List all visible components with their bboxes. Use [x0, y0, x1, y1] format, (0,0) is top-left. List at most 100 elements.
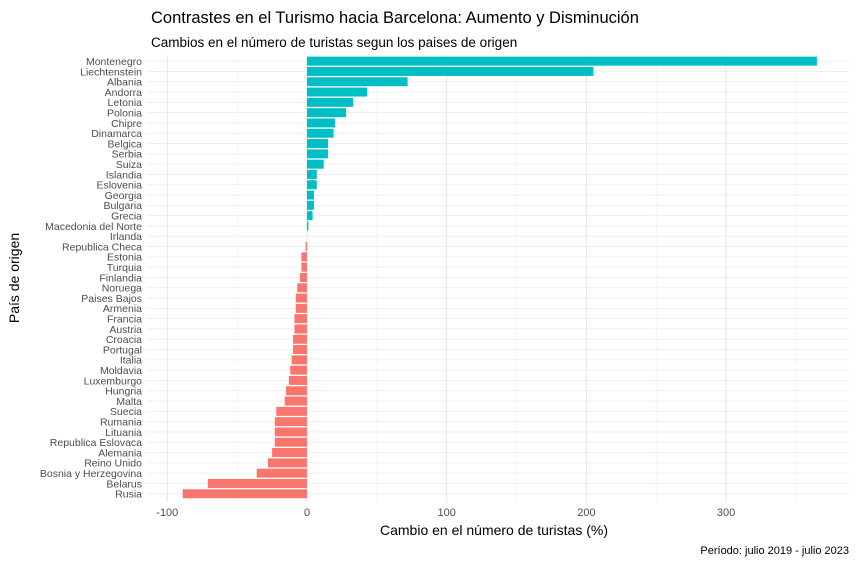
- bar-georgia: [307, 190, 314, 200]
- bar-armenia: [295, 303, 307, 313]
- y-tick-label: Andorra: [105, 87, 143, 99]
- bar-suecia: [276, 406, 307, 416]
- y-tick-label: Croacia: [106, 334, 142, 346]
- y-tick-label: Letonia: [108, 97, 143, 109]
- y-tick-label: Portugal: [103, 344, 142, 356]
- bar-islandia: [307, 169, 317, 179]
- grid: [147, 55, 849, 502]
- y-tick-label: Grecia: [111, 210, 142, 222]
- y-tick-label: Rusia: [115, 489, 142, 501]
- y-tick-label: Austria: [109, 324, 142, 336]
- bar-croacia: [293, 334, 307, 344]
- y-tick-label: Belarus: [106, 478, 142, 490]
- bar-alemania: [272, 448, 307, 458]
- bar-montenegro: [307, 56, 817, 66]
- caption: Período: julio 2019 - julio 2023: [700, 545, 849, 557]
- y-tick-label: Francia: [107, 313, 142, 325]
- y-tick-label: Republica Checa: [62, 241, 142, 253]
- bar-paises-bajos: [295, 293, 307, 303]
- bar-moldavia: [290, 365, 307, 375]
- y-tick-label: Moldavia: [100, 365, 142, 377]
- chart-subtitle: Cambios en el número de turistas segun l…: [151, 35, 517, 50]
- y-tick-label: Republica Eslovaca: [50, 437, 142, 449]
- y-axis-label: País de origen: [6, 233, 22, 323]
- y-tick-label: Alemania: [98, 447, 142, 459]
- bar-noruega: [297, 283, 307, 293]
- bar-rusia: [182, 489, 307, 499]
- y-tick-label: Eslovenia: [96, 180, 142, 192]
- bars: [182, 56, 817, 499]
- y-tick-label: Reino Unido: [84, 458, 142, 470]
- y-tick-label: Bulgaria: [103, 200, 142, 212]
- bar-luxemburgo: [288, 375, 307, 385]
- x-tick-label: -100: [156, 507, 178, 519]
- y-tick-label: Hungria: [105, 386, 142, 398]
- y-tick-label: Montenegro: [86, 56, 142, 68]
- bar-macedonia-del-norte: [307, 221, 309, 231]
- bar-chipre: [307, 118, 335, 128]
- y-tick-label: Dinamarca: [91, 128, 142, 140]
- bar-suiza: [307, 159, 324, 169]
- y-tick-label: Polonia: [107, 107, 142, 119]
- bar-letonia: [307, 97, 354, 107]
- bar-turquia: [301, 262, 307, 272]
- y-tick-label: Serbia: [112, 149, 143, 161]
- y-tick-label: Belgica: [108, 138, 143, 150]
- bar-dinamarca: [307, 128, 334, 138]
- y-tick-label: Malta: [116, 396, 142, 408]
- y-tick-label: Armenia: [103, 303, 142, 315]
- y-tick-label: Finlandia: [99, 272, 142, 284]
- x-tick-labels: -100 0 100 200 300: [156, 507, 735, 519]
- x-axis-label: Cambio en el número de turistas (%): [380, 522, 608, 538]
- y-tick-label: Bosnia y Herzegovina: [40, 468, 142, 480]
- y-tick-label: Suiza: [116, 159, 142, 171]
- bar-polonia: [307, 108, 347, 118]
- bar-bulgaria: [307, 200, 314, 210]
- y-tick-labels: MontenegroLiechtensteinAlbaniaAndorraLet…: [40, 56, 142, 501]
- bar-hungria: [286, 386, 307, 396]
- bar-bosnia-y-herzegovina: [256, 468, 307, 478]
- y-tick-label: Italia: [120, 355, 142, 367]
- x-tick-label: 200: [577, 507, 595, 519]
- bar-lituania: [274, 427, 307, 437]
- bar-francia: [294, 314, 307, 324]
- y-tick-label: Chipre: [111, 118, 142, 130]
- y-tick-label: Paises Bajos: [81, 293, 142, 305]
- y-tick-label: Estonia: [107, 252, 142, 264]
- bar-liechtenstein: [307, 66, 594, 76]
- bar-republica-eslovaca: [274, 437, 307, 447]
- y-tick-label: Irlanda: [110, 231, 142, 243]
- bar-belarus: [207, 478, 307, 488]
- bar-portugal: [293, 345, 307, 355]
- bar-rumania: [274, 417, 307, 427]
- bar-grecia: [307, 211, 313, 221]
- y-tick-label: Suecia: [110, 406, 142, 418]
- x-tick-label: 100: [438, 507, 456, 519]
- y-tick-label: Turquia: [107, 262, 142, 274]
- bar-andorra: [307, 87, 368, 97]
- y-tick-label: Georgia: [105, 190, 143, 202]
- y-tick-label: Lituania: [105, 427, 142, 439]
- bar-italia: [291, 355, 307, 365]
- y-tick-label: Albania: [107, 77, 142, 89]
- x-tick-label: 300: [717, 507, 735, 519]
- bar-albania: [307, 77, 408, 87]
- y-tick-label: Islandia: [106, 169, 142, 181]
- x-tick-label: 0: [304, 507, 310, 519]
- y-tick-label: Macedonia del Norte: [45, 221, 142, 233]
- y-tick-label: Liechtenstein: [80, 66, 142, 78]
- y-tick-label: Noruega: [102, 283, 142, 295]
- bar-estonia: [301, 252, 307, 262]
- bar-austria: [294, 324, 307, 334]
- y-tick-label: Luxemburgo: [84, 375, 143, 387]
- bar-reino-unido: [267, 458, 307, 468]
- bar-eslovenia: [307, 180, 317, 190]
- bar-republica-checa: [305, 242, 307, 252]
- bar-malta: [284, 396, 307, 406]
- bar-belgica: [307, 139, 328, 149]
- bar-serbia: [307, 149, 328, 159]
- bar-finlandia: [300, 272, 307, 282]
- y-tick-label: Rumania: [100, 416, 142, 428]
